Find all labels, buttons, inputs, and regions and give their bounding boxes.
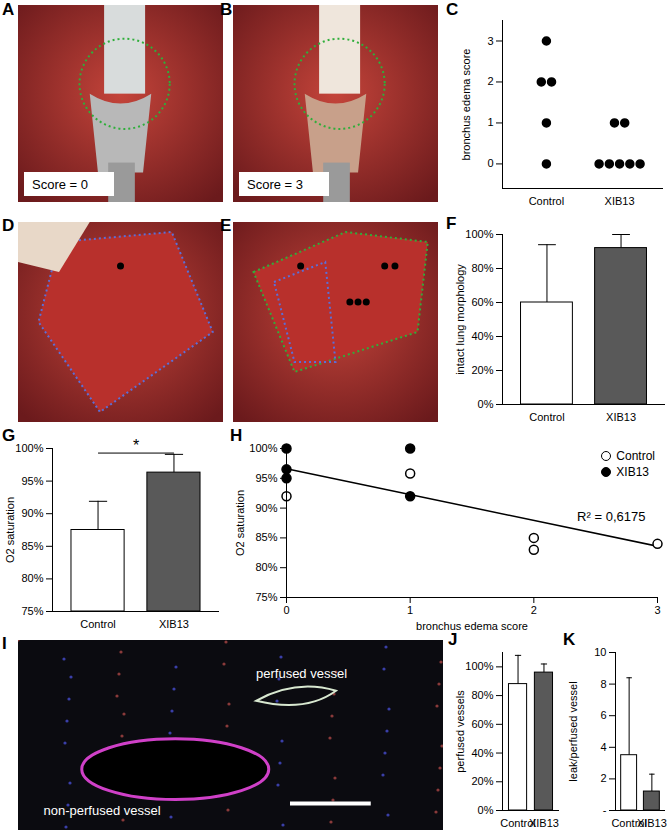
svg-text:6: 6	[600, 709, 606, 721]
svg-text:60%: 60%	[471, 296, 493, 308]
svg-text:Control: Control	[80, 618, 115, 630]
svg-text:100%: 100%	[15, 442, 43, 454]
html-text:G: G	[2, 426, 16, 445]
html-text:B: B	[220, 0, 233, 19]
svg-text:0%: 0%	[478, 398, 494, 410]
svg-text:4: 4	[600, 741, 606, 753]
svg-text:8: 8	[600, 678, 606, 690]
svg-text:Control: Control	[529, 195, 564, 207]
svg-text:1: 1	[487, 116, 493, 128]
html-text:C: C	[446, 0, 459, 19]
svg-text:0: 0	[283, 604, 289, 616]
svg-text:10: 10	[594, 646, 606, 658]
svg-text:20%: 20%	[471, 775, 493, 787]
svg-text:Score = 0: Score = 0	[32, 177, 88, 192]
svg-text:perfused vessel: perfused vessel	[256, 666, 347, 681]
svg-text:60%: 60%	[471, 718, 493, 730]
svg-text:85%: 85%	[21, 540, 43, 552]
html-text:I: I	[2, 634, 7, 653]
svg-text:90%: 90%	[255, 502, 277, 514]
svg-text:*: *	[133, 437, 139, 454]
svg-text:XIB13: XIB13	[606, 411, 636, 423]
html-text:F: F	[446, 214, 457, 233]
svg-text:75%: 75%	[255, 591, 277, 603]
svg-text:-: -	[603, 804, 607, 816]
html-text:K: K	[563, 630, 576, 649]
svg-text:40%: 40%	[471, 747, 493, 759]
svg-text:100%: 100%	[465, 228, 493, 240]
svg-text:100%: 100%	[465, 660, 493, 672]
svg-text:non-perfused vessel: non-perfused vessel	[44, 803, 161, 818]
svg-text:Control: Control	[529, 411, 564, 423]
svg-text:1: 1	[407, 604, 413, 616]
svg-text:XIB13: XIB13	[605, 195, 635, 207]
html-text:XIB13: XIB13	[616, 465, 649, 479]
svg-text:Control: Control	[500, 817, 536, 830]
svg-text:bronchus edema score: bronchus edema score	[460, 49, 472, 161]
svg-text:0%: 0%	[478, 804, 494, 816]
svg-text:O2 saturation: O2 saturation	[234, 490, 246, 556]
html-text:H: H	[230, 426, 243, 445]
svg-text:2: 2	[600, 772, 606, 784]
html-text:Control: Control	[616, 449, 655, 463]
svg-text:80%: 80%	[255, 561, 277, 573]
html-text:E: E	[220, 216, 232, 235]
svg-text:80%: 80%	[471, 689, 493, 701]
svg-text:XIB13: XIB13	[637, 817, 667, 829]
svg-text:R² = 0,6175: R² = 0,6175	[577, 509, 645, 524]
svg-text:bronchus edema score: bronchus edema score	[416, 620, 528, 632]
svg-text:75%: 75%	[21, 605, 43, 617]
svg-text:95%: 95%	[255, 472, 277, 484]
svg-text:85%: 85%	[255, 531, 277, 543]
svg-text:0: 0	[487, 157, 493, 169]
svg-text:40%: 40%	[471, 330, 493, 342]
svg-text:Control: Control	[611, 817, 647, 830]
svg-text:100%: 100%	[249, 442, 277, 454]
svg-text:90%: 90%	[21, 507, 43, 519]
svg-text:3: 3	[654, 604, 660, 616]
svg-text:XIB13: XIB13	[529, 817, 559, 829]
svg-text:perfused vessels: perfused vessels	[454, 690, 466, 773]
svg-text:Score = 3: Score = 3	[247, 177, 303, 192]
svg-text:3: 3	[487, 35, 493, 47]
html-text:A: A	[2, 0, 15, 19]
svg-text:80%: 80%	[21, 572, 43, 584]
html-text:J: J	[448, 630, 458, 649]
svg-text:80%: 80%	[471, 262, 493, 274]
svg-text:2: 2	[487, 75, 493, 87]
svg-text:leak/perfused vessel: leak/perfused vessel	[567, 681, 579, 781]
svg-text:2: 2	[531, 604, 537, 616]
html-text:D: D	[2, 216, 15, 235]
svg-text:intact lung morphology: intact lung morphology	[454, 264, 466, 375]
svg-text:95%: 95%	[21, 475, 43, 487]
svg-text:O2 saturation: O2 saturation	[4, 497, 16, 563]
svg-text:XIB13: XIB13	[159, 618, 189, 630]
svg-text:20%: 20%	[471, 364, 493, 376]
